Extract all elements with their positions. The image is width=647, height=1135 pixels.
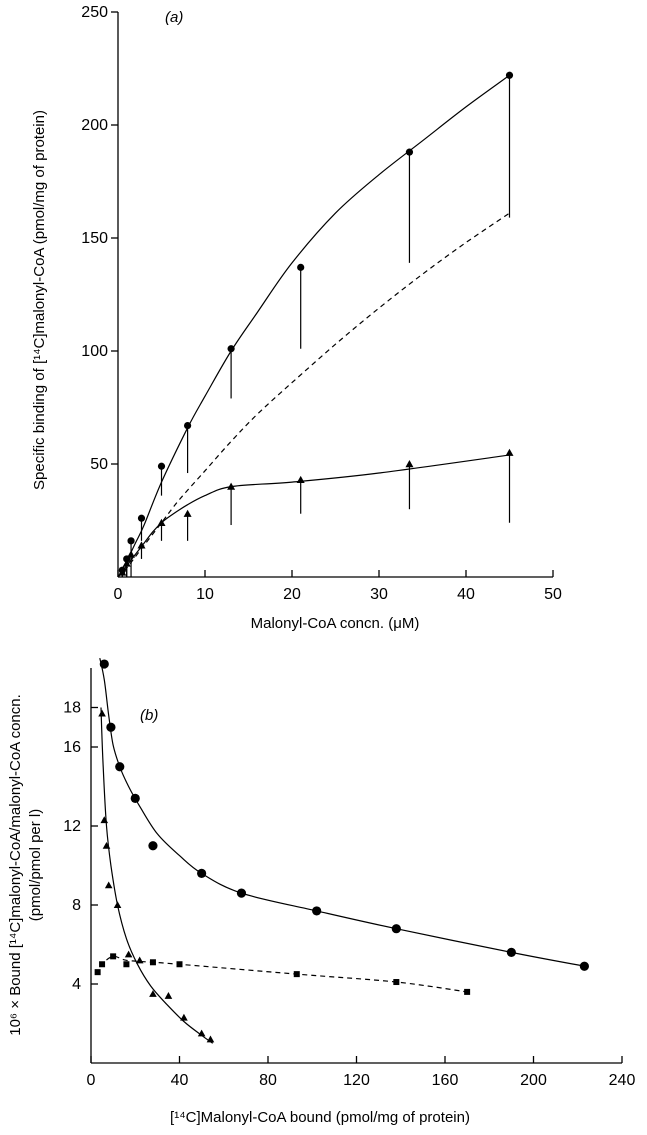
panel-b-label: (b) — [140, 707, 158, 724]
panel-b-x-tick-label: 0 — [87, 1072, 96, 1089]
panel-b-series-2-point — [206, 1035, 215, 1043]
panel-a-series-1-point — [297, 263, 305, 271]
panel-b-series-2-point — [149, 990, 157, 997]
panel-a-series-2-point — [296, 475, 305, 484]
panel-b-y-tick-label: 16 — [63, 739, 81, 756]
panel-b-ticks: 0 40 80 120 160 200 240 4 8 12 16 18 — [63, 700, 635, 1090]
panel-b-marks — [94, 659, 589, 1043]
panel-a-series-1-point — [227, 345, 235, 353]
panel-b-series-3-point — [110, 953, 117, 960]
panel-a-x-tick-label: 20 — [283, 586, 301, 603]
panel-b-series-2-point — [180, 1013, 188, 1021]
panel-b-series-1-point — [312, 906, 322, 916]
panel-b-series-1-point — [197, 868, 207, 879]
panel-b-series-3-point — [464, 988, 471, 995]
panel-b-series-2-point — [135, 956, 144, 964]
panel-a-series-2-point — [118, 568, 127, 576]
panel-a-series-1-point — [184, 421, 192, 430]
panel-b-x-tick-label: 160 — [432, 1072, 459, 1089]
panel-a-series-1-line — [117, 74, 510, 578]
panel-b: 0 40 80 120 160 200 240 4 8 12 16 18 (b) [¹⁴C]Malon… — [7, 657, 635, 1126]
panel-b-y-tick-label: 8 — [72, 897, 81, 914]
panel-b-series-1-point — [579, 961, 589, 971]
panel-a-series-3-line — [117, 212, 510, 578]
panel-b-series-1-point — [106, 722, 116, 732]
panel-a-x-tick-label: 40 — [457, 586, 475, 603]
panel-b-y-tick-label: 18 — [63, 700, 81, 717]
panel-a-series-2-point — [183, 509, 192, 517]
panel-b-series-1-point — [130, 793, 140, 803]
panel-a-series-1-point — [405, 148, 414, 156]
panel-b-x-tick-label: 240 — [609, 1072, 636, 1089]
panel-a-series-2-point — [127, 550, 136, 558]
panel-b-x-tick-label: 80 — [259, 1072, 277, 1089]
panel-a-y-tick-label: 150 — [81, 230, 108, 247]
panel-b-series-3-point — [99, 961, 106, 968]
panel-b-series-1-point — [391, 924, 401, 934]
panel-b-series-3-point — [123, 961, 130, 968]
panel-b-series-3-point — [393, 979, 400, 986]
panel-a-x-tick-label: 50 — [544, 586, 562, 603]
panel-b-series-2-line — [100, 707, 214, 1044]
panel-a-y-tick-label: 100 — [81, 343, 108, 360]
panel-a: 0 10 20 30 40 50 50 100 150 200 250 (a) Malonyl-Co… — [31, 4, 562, 632]
panel-a-series-2-point — [227, 482, 236, 490]
panel-a-ticks: 0 10 20 30 40 50 50 100 150 200 250 — [81, 4, 562, 603]
panel-a-series-2-point — [122, 559, 131, 567]
panel-a-series-2-line — [117, 454, 510, 578]
panel-b-series-2-point — [104, 881, 113, 889]
panel-a-x-axis-label: Malonyl-CoA concn. (μM) — [251, 615, 420, 632]
panel-b-y-tick-label: 12 — [63, 818, 81, 835]
panel-b-series-2-point — [100, 816, 109, 824]
panel-b-y-tick-label: 4 — [72, 976, 81, 993]
panel-a-curves — [117, 74, 510, 578]
panel-a-x-tick-label: 30 — [370, 586, 388, 603]
panel-a-series-2-point — [157, 518, 166, 526]
panel-a-series-1-point — [157, 462, 166, 470]
panel-b-series-2-point — [113, 901, 122, 909]
panel-b-series-1-point — [115, 762, 125, 772]
panel-b-series-1-point — [506, 947, 516, 958]
panel-a-x-tick-label: 10 — [196, 586, 214, 603]
panel-b-series-3-line — [94, 955, 468, 993]
panel-a-y-axis-label: Specific binding of [¹⁴C]malonyl-CoA (pm… — [31, 110, 48, 490]
panel-b-series-1-point — [148, 841, 158, 851]
panel-b-series-3-point — [293, 971, 300, 978]
panel-b-x-tick-label: 200 — [520, 1072, 547, 1089]
panel-a-x-tick-label: 0 — [114, 586, 123, 603]
panel-b-series-2-point — [164, 992, 173, 999]
panel-a-series-1-point — [127, 537, 135, 545]
panel-a-series-2-point — [137, 541, 146, 549]
panel-b-series-1-point — [99, 659, 109, 669]
panel-a-y-tick-label: 250 — [81, 4, 108, 21]
panel-a-label: (a) — [165, 9, 183, 26]
panel-a-y-tick-label: 50 — [90, 456, 108, 473]
panel-a-series-1-point — [505, 71, 514, 79]
panel-b-series-2-point — [197, 1029, 206, 1037]
panel-a-y-tick-label: 200 — [81, 117, 108, 134]
panel-b-x-tick-label: 120 — [343, 1072, 370, 1089]
panel-b-series-3-point — [149, 959, 156, 966]
panel-a-series-2-point — [505, 448, 514, 456]
panel-b-series-3-point — [176, 961, 183, 968]
panel-a-series-1-point — [137, 514, 146, 522]
panel-b-x-tick-label: 40 — [171, 1072, 189, 1089]
panel-b-series-3-point — [94, 969, 101, 976]
panel-b-series-2-point — [98, 709, 106, 717]
panel-b-y-axis-label-line2: (pmol/pmol per l) — [27, 809, 44, 922]
panel-b-x-axis-label: [¹⁴C]Malonyl-CoA bound (pmol/mg of prote… — [170, 1109, 470, 1126]
panel-b-series-2-point — [124, 950, 133, 958]
panel-b-series-2-point — [102, 841, 111, 849]
panel-b-series-1-point — [236, 888, 247, 898]
panel-a-series-2-point — [405, 460, 414, 468]
panel-b-y-axis-label-line1: 10⁶ × Bound [¹⁴C]malonyl-CoA/malonyl-CoA… — [7, 694, 24, 1036]
panel-b-curves — [94, 657, 585, 1044]
panel-b-series-1-line — [99, 657, 585, 967]
panel-a-marks — [118, 71, 514, 577]
